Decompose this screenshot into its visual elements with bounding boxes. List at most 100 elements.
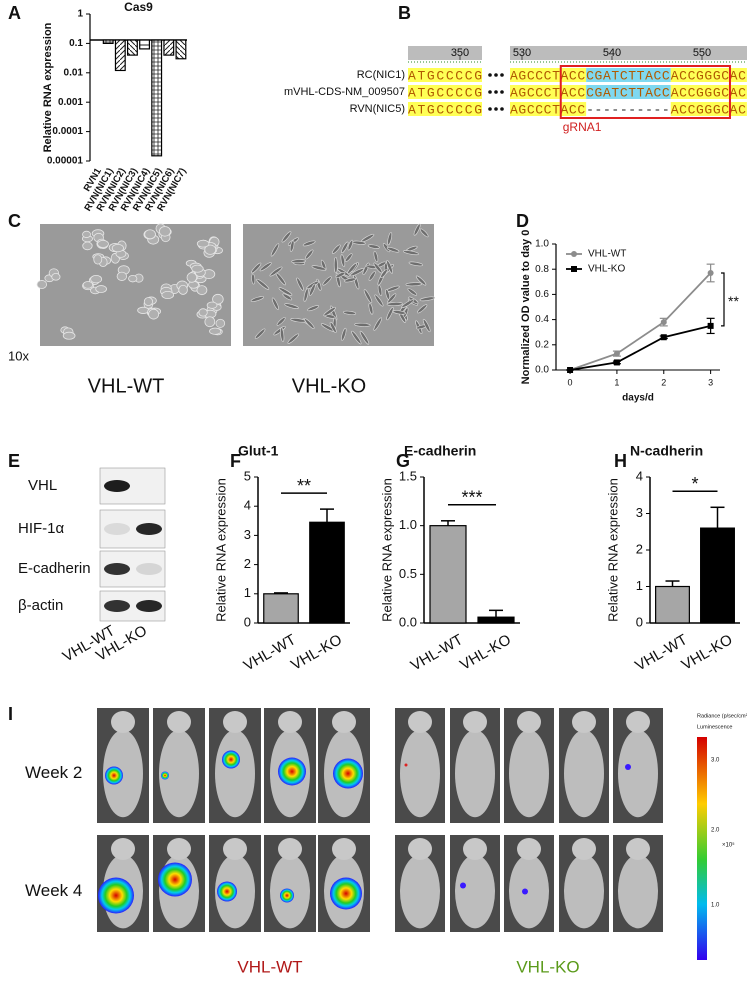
cell	[82, 281, 94, 289]
cell	[271, 297, 279, 310]
mouse-body	[103, 729, 143, 818]
cell	[419, 296, 436, 302]
protein-label: E-cadherin	[18, 560, 91, 577]
cell	[349, 268, 365, 277]
mouse-head	[626, 838, 650, 860]
mouse-body	[509, 854, 549, 929]
mouse-body	[400, 854, 440, 929]
mouse-head	[223, 711, 247, 733]
bar	[309, 521, 345, 624]
panel-label: H	[614, 451, 627, 471]
blot-band	[104, 600, 130, 612]
mouse-head	[517, 838, 541, 860]
colorbar-subtitle: Luminescence	[697, 724, 732, 730]
x-tick-label: VHL-KO	[457, 631, 514, 674]
ellipsis-dot	[494, 90, 498, 94]
y-tick-label: 0.0001	[52, 126, 83, 137]
colorbar-tick: 2.0	[711, 828, 720, 834]
cell	[95, 285, 107, 293]
cell	[329, 321, 337, 333]
point	[567, 367, 574, 373]
series-line	[569, 272, 712, 371]
cell	[90, 274, 103, 284]
cell	[380, 269, 388, 279]
bar	[700, 527, 735, 624]
seq-highlight	[408, 68, 482, 82]
significance-bracket	[721, 272, 725, 327]
sequence: ACCGGGCAC	[671, 85, 746, 100]
x-tick-label: VHL-WT	[241, 631, 299, 674]
mouse-head	[332, 838, 356, 860]
x-tick-label: VHL-KO	[288, 631, 345, 674]
blot-band	[104, 563, 130, 575]
y-axis-label: Relative RNA expression	[605, 478, 620, 622]
luminescence	[280, 888, 294, 903]
row-label: Week 4	[25, 881, 82, 900]
cell	[280, 327, 285, 342]
luminescence	[105, 766, 123, 785]
error-bar	[489, 609, 503, 618]
mouse-body	[455, 729, 495, 818]
cell	[303, 288, 309, 302]
x-tick-label: VHL-KO	[679, 631, 736, 674]
mouse-body	[509, 729, 549, 818]
sequence: ACCGGGCAC	[671, 102, 746, 117]
panel-label: B	[398, 3, 411, 23]
cell	[344, 277, 357, 283]
ellipsis-dot	[488, 90, 492, 94]
mouse-body	[455, 854, 495, 929]
blot-band	[104, 523, 130, 535]
cell	[178, 284, 188, 295]
series-line	[569, 325, 711, 371]
cell	[36, 280, 48, 289]
cell	[415, 275, 427, 286]
ellipsis-dot	[500, 107, 504, 111]
error-bar	[665, 580, 680, 587]
mouse-body	[618, 854, 658, 929]
panel-label: I	[8, 704, 13, 724]
significance-label: **	[297, 476, 311, 496]
cell	[405, 282, 423, 287]
ellipsis-dot	[500, 73, 504, 77]
y-tick-label: 3	[636, 505, 643, 520]
point	[707, 269, 714, 276]
bar	[151, 39, 163, 157]
y-tick-label: 0.2	[535, 339, 549, 350]
row-label: mVHL-CDS-NM_009507	[284, 86, 405, 98]
cell	[377, 284, 383, 296]
seq-highlight	[586, 85, 671, 99]
cell	[204, 316, 216, 328]
y-tick-label: 2	[244, 556, 251, 571]
bar	[114, 39, 126, 72]
protein-label: VHL	[28, 477, 57, 494]
cell	[351, 330, 362, 345]
magnification: 10x	[8, 348, 29, 363]
protein-label: β-actin	[18, 597, 63, 614]
cell	[97, 239, 109, 248]
mouse-head	[332, 711, 356, 733]
mouse-body	[215, 729, 255, 818]
sequence: AGCCCTACC	[510, 102, 585, 117]
panel-label: A	[8, 3, 21, 23]
panel-label: E	[8, 451, 20, 471]
cell	[51, 272, 61, 281]
mouse-head	[408, 711, 432, 733]
y-tick-label: 0.01	[64, 67, 84, 78]
mouse-head	[111, 838, 135, 860]
cell	[387, 293, 397, 304]
cell	[332, 244, 341, 254]
sequence: ACCGGGCAC	[671, 68, 746, 83]
cell	[287, 333, 300, 344]
mouse-body	[159, 729, 199, 818]
mouse-head	[167, 838, 191, 860]
y-axis-label: Relative RNA expression	[379, 478, 394, 622]
cell	[296, 277, 304, 291]
cell	[137, 306, 150, 314]
y-tick-label: 0.1	[69, 38, 83, 49]
mouse-head	[572, 838, 596, 860]
ellipsis-dot	[488, 107, 492, 111]
cell	[347, 262, 357, 274]
cell	[322, 276, 332, 286]
y-tick-label: 0.8	[535, 264, 549, 275]
cell	[284, 303, 299, 309]
